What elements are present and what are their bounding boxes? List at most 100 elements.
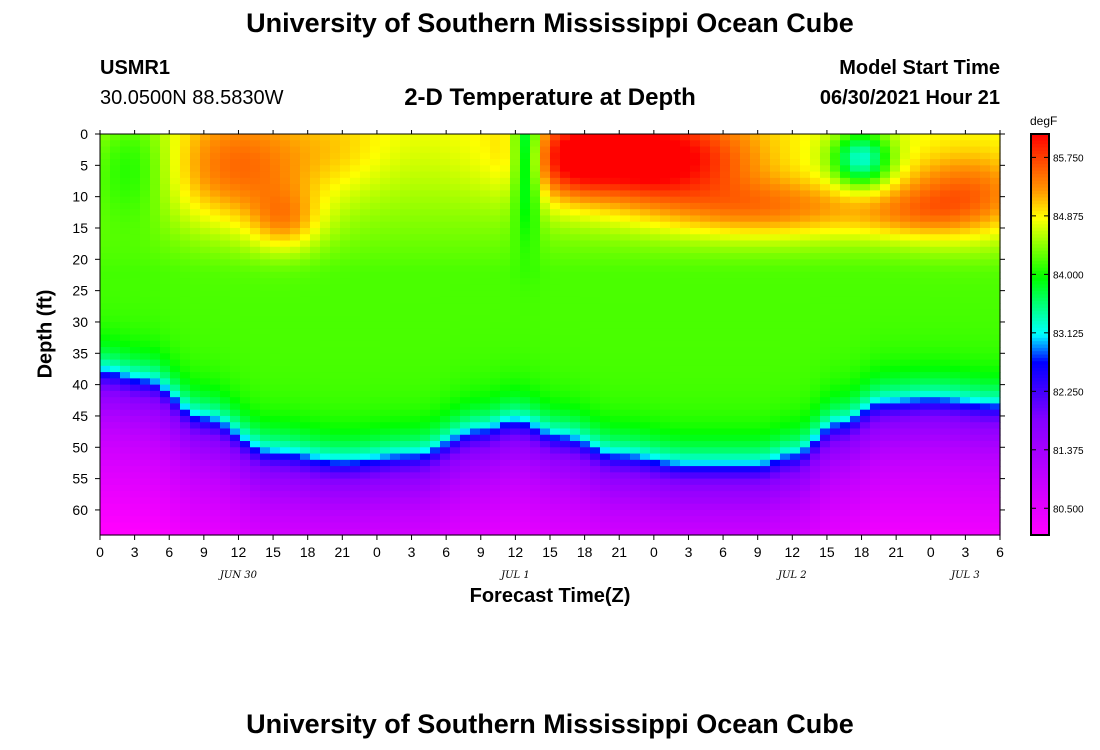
colorbar-band (1031, 311, 1049, 316)
heatmap (100, 134, 1001, 536)
x-tick-label: 6 (442, 544, 450, 560)
colorbar-band (1031, 371, 1049, 376)
colorbar-label: 80.500 (1053, 504, 1084, 515)
colorbar-band (1031, 291, 1049, 295)
colorbar-band (1031, 521, 1049, 526)
x-date-label: JUL 1 (499, 570, 530, 581)
y-tick-label: 5 (80, 157, 88, 173)
colorbar-band (1031, 384, 1049, 389)
x-axis-label: Forecast Time(Z) (469, 585, 631, 607)
colorbar-band (1031, 351, 1049, 356)
page-title: University of Southern Mississippi Ocean… (246, 8, 854, 38)
colorbar-band (1031, 468, 1049, 473)
colorbar-band (1031, 331, 1049, 336)
colorbar-band (1031, 418, 1049, 422)
x-tick-label: 18 (300, 544, 316, 560)
colorbar-band (1031, 204, 1049, 209)
colorbar-band (1031, 137, 1049, 142)
colorbar-label: 85.750 (1053, 153, 1084, 164)
colorbar-band (1031, 260, 1049, 265)
colorbar-band (1031, 281, 1049, 285)
colorbar-band (1031, 448, 1049, 453)
colorbar-band (1031, 404, 1049, 409)
colorbar-band (1031, 511, 1049, 516)
colorbar-band (1031, 464, 1049, 469)
colorbar-band (1031, 210, 1049, 215)
colorbar-band (1031, 381, 1049, 386)
colorbar-band (1031, 478, 1049, 483)
colorbar-band (1031, 441, 1049, 446)
colorbar-band (1031, 501, 1049, 506)
y-tick-label: 30 (72, 314, 88, 330)
colorbar-band (1031, 184, 1049, 189)
colorbar-band (1031, 274, 1049, 279)
colorbar-label: 82.250 (1053, 387, 1084, 398)
colorbar-band (1031, 187, 1049, 192)
colorbar-band (1031, 200, 1049, 205)
colorbar-band (1031, 498, 1049, 503)
colorbar-band (1031, 401, 1049, 406)
colorbar-band (1031, 317, 1049, 322)
colorbar-band (1031, 461, 1049, 466)
colorbar-band (1031, 367, 1049, 372)
x-tick-label: 15 (819, 544, 835, 560)
colorbar-label: 83.125 (1053, 329, 1084, 340)
x-tick-label: 3 (685, 544, 693, 560)
x-tick-label: 3 (408, 544, 416, 560)
y-tick-label: 60 (72, 502, 88, 518)
x-tick-label: 15 (265, 544, 281, 560)
colorbar-band (1031, 327, 1049, 332)
colorbar-band (1031, 147, 1049, 152)
colorbar-band (1031, 304, 1049, 309)
colorbar-band (1031, 150, 1049, 155)
colorbar-band (1031, 267, 1049, 272)
x-tick-label: 6 (996, 544, 1004, 560)
x-tick-label: 18 (577, 544, 593, 560)
colorbar-band (1031, 484, 1049, 489)
colorbar-band (1031, 431, 1049, 436)
y-tick-label: 55 (72, 471, 88, 487)
colorbar-band (1031, 160, 1049, 165)
colorbar-band (1031, 434, 1049, 439)
x-tick-label: 3 (131, 544, 139, 560)
colorbar-band (1031, 234, 1049, 239)
x-tick-label: 21 (335, 544, 351, 560)
x-date-label: JUN 30 (218, 570, 258, 581)
colorbar-band (1031, 347, 1049, 352)
colorbar-band (1031, 488, 1049, 493)
y-tick-label: 15 (72, 220, 88, 236)
colorbar-band (1031, 361, 1049, 366)
colorbar-label: 84.875 (1053, 212, 1084, 223)
y-tick-label: 40 (72, 377, 88, 393)
colorbar-band (1031, 387, 1049, 392)
colorbar-band (1031, 334, 1049, 339)
colorbar-band (1031, 337, 1049, 342)
colorbar-band (1031, 421, 1049, 426)
colorbar-band (1031, 244, 1049, 249)
y-tick-label: 0 (80, 126, 88, 142)
x-tick-label: 12 (785, 544, 801, 560)
colorbar-band (1031, 451, 1049, 456)
x-tick-label: 21 (888, 544, 904, 560)
y-tick-label: 25 (72, 283, 88, 299)
x-date-label: JUL 2 (776, 570, 807, 581)
x-tick-label: 15 (542, 544, 558, 560)
colorbar-band (1031, 250, 1049, 255)
colorbar-band (1031, 321, 1049, 326)
colorbar-band (1031, 301, 1049, 306)
colorbar-band (1031, 454, 1049, 459)
station-id: USMR1 (100, 57, 171, 79)
colorbar-band (1031, 277, 1049, 282)
colorbar-band (1031, 314, 1049, 319)
colorbar-band (1031, 284, 1049, 289)
x-tick-label: 0 (96, 544, 104, 560)
colorbar-band (1031, 144, 1049, 148)
colorbar-band (1031, 481, 1049, 486)
colorbar-band (1031, 254, 1049, 259)
y-tick-label: 45 (72, 408, 88, 424)
colorbar-band (1031, 247, 1049, 252)
colorbar-band (1031, 531, 1049, 536)
colorbar-band (1031, 177, 1049, 182)
x-tick-label: 21 (611, 544, 627, 560)
